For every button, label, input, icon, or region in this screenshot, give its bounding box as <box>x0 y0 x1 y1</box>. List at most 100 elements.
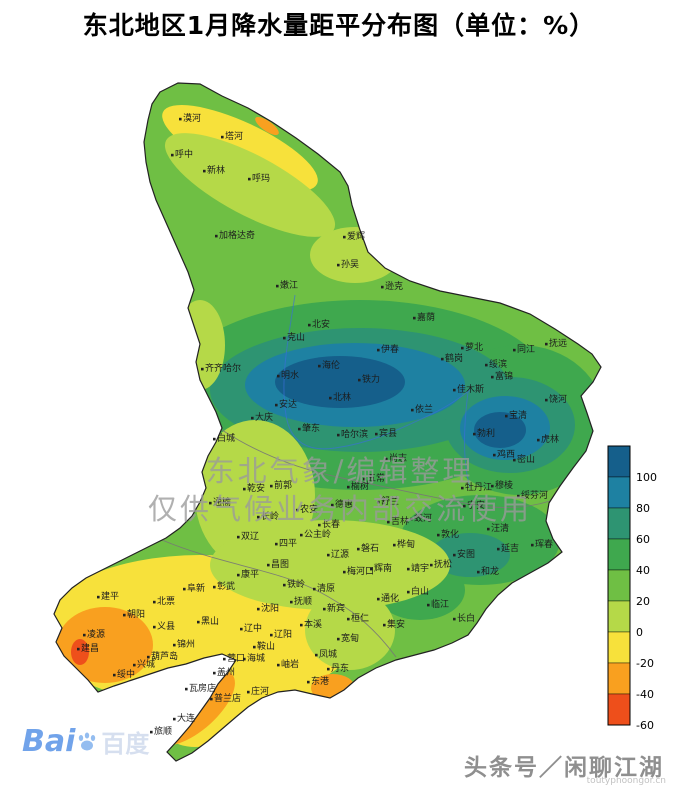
city-dot-icon <box>453 388 456 392</box>
city-dot-icon <box>370 567 373 571</box>
city-marker: 明水 <box>277 369 299 381</box>
city-dot-icon <box>387 520 390 524</box>
city-marker: 北林 <box>329 391 351 403</box>
legend-label: -60 <box>636 719 654 732</box>
city-dot-icon <box>453 553 456 557</box>
city-marker: 营口 <box>223 652 245 664</box>
city-marker: 抚远 <box>545 337 567 349</box>
city-dot-icon <box>377 597 380 601</box>
city-label: 延吉 <box>501 542 519 554</box>
band-over-100 <box>275 356 526 448</box>
city-marker: 辽中 <box>240 622 262 634</box>
city-dot-icon <box>213 585 216 589</box>
city-dot-icon <box>296 508 299 512</box>
city-dot-icon <box>385 457 388 461</box>
city-dot-icon <box>257 515 260 519</box>
city-dot-icon <box>133 663 136 667</box>
city-marker: 梅河口 <box>343 565 374 577</box>
city-marker: 舒兰 <box>377 495 399 507</box>
city-dot-icon <box>243 487 246 491</box>
city-dot-icon <box>277 374 280 378</box>
city-label: 汪清 <box>491 522 509 534</box>
city-dot-icon <box>153 625 156 629</box>
city-marker: 克山 <box>283 332 305 343</box>
city-marker: 依兰 <box>411 403 433 415</box>
city-dot-icon <box>323 607 326 611</box>
city-label: 安图 <box>457 548 475 560</box>
city-dot-icon <box>331 503 334 507</box>
city-label: 齐齐哈尔 <box>205 362 241 374</box>
city-label: 铁岭 <box>287 578 305 590</box>
city-label: 安达 <box>279 398 297 410</box>
city-label: 康平 <box>241 568 259 580</box>
city-marker: 公主岭 <box>300 528 331 540</box>
city-label: 铁力 <box>362 373 380 385</box>
city-label: 呼中 <box>175 148 193 160</box>
baidu-paw-icon <box>79 732 96 750</box>
city-dot-icon <box>318 523 321 527</box>
city-marker: 大连 <box>173 712 195 724</box>
city-marker: 通榆 <box>209 496 231 508</box>
city-label: 葫芦岛 <box>151 650 178 662</box>
city-label: 克山 <box>287 332 305 343</box>
city-marker: 牡丹江 <box>461 481 492 493</box>
city-marker: 集安 <box>383 618 405 630</box>
city-marker: 通化 <box>377 592 399 604</box>
city-marker: 海城 <box>243 652 265 664</box>
city-dot-icon <box>307 680 310 684</box>
city-label: 和龙 <box>481 565 499 577</box>
city-label: 虎林 <box>541 433 559 445</box>
city-label: 长春 <box>322 518 340 530</box>
city-label: 北票 <box>157 596 175 607</box>
city-marker: 肇东 <box>298 422 320 434</box>
city-dot-icon <box>437 533 440 537</box>
city-label: 海城 <box>247 652 265 664</box>
city-dot-icon <box>251 416 254 420</box>
city-label: 吉林 <box>391 515 409 527</box>
city-label: 海伦 <box>322 359 340 371</box>
city-dot-icon <box>327 667 330 671</box>
city-dot-icon <box>377 348 380 352</box>
legend-label: 40 <box>636 564 650 577</box>
city-dot-icon <box>197 620 200 624</box>
legend-label: -20 <box>636 657 654 670</box>
city-label: 穆棱 <box>495 479 513 491</box>
city-marker: 新林 <box>203 164 225 176</box>
city-marker: 汪清 <box>487 522 509 534</box>
city-marker: 白山 <box>407 585 429 597</box>
city-dot-icon <box>347 485 350 489</box>
city-label: 通榆 <box>213 496 231 508</box>
city-marker: 兴城 <box>133 659 155 670</box>
city-marker: 穆棱 <box>491 479 513 491</box>
city-marker: 东港 <box>307 675 329 687</box>
city-marker: 鸡西 <box>493 448 515 460</box>
city-dot-icon <box>531 543 534 547</box>
city-dot-icon <box>276 284 279 288</box>
city-dot-icon <box>315 653 318 657</box>
legend-label: 20 <box>636 595 650 608</box>
city-dot-icon <box>298 427 301 431</box>
city-dot-icon <box>210 697 213 701</box>
city-marker: 安达 <box>275 398 297 410</box>
city-marker: 海伦 <box>318 359 340 371</box>
city-label: 呼玛 <box>252 173 270 184</box>
heilongjiang-jilin-border <box>221 429 551 509</box>
city-dot-icon <box>97 595 100 599</box>
city-dot-icon <box>171 153 174 157</box>
city-label: 朝阳 <box>127 609 145 620</box>
city-marker: 五常 <box>363 472 385 484</box>
city-dot-icon <box>505 414 508 418</box>
city-marker: 蛟河 <box>410 512 432 524</box>
city-marker: 乾安 <box>243 482 265 494</box>
city-marker: 铁岭 <box>283 578 305 590</box>
city-label: 长白 <box>457 612 475 624</box>
city-dot-icon <box>461 346 464 350</box>
city-label: 抚顺 <box>294 595 312 607</box>
city-label: 宽甸 <box>341 632 359 644</box>
city-dot-icon <box>411 408 414 412</box>
city-label: 普兰店 <box>214 692 241 704</box>
city-label: 敦化 <box>441 528 459 540</box>
city-marker: 伊春 <box>377 343 399 355</box>
city-marker: 呼玛 <box>248 173 270 184</box>
city-label: 沈阳 <box>261 602 279 614</box>
